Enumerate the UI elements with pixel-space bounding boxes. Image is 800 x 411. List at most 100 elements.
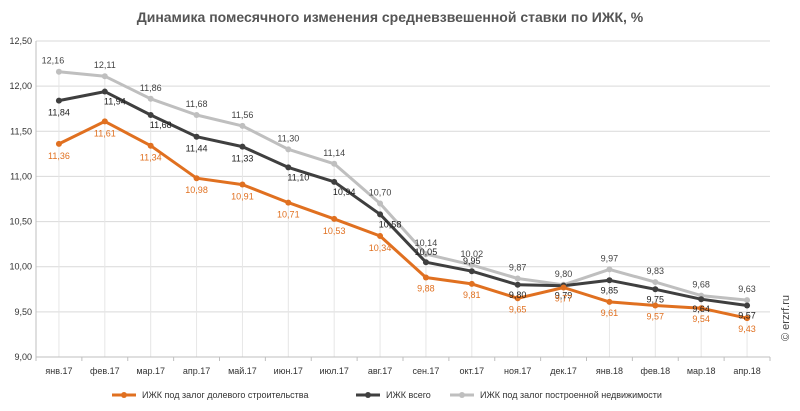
data-label: 9,63 [738, 284, 756, 294]
data-label: 11,61 [94, 128, 116, 138]
watermark: © erzrf.ru [780, 295, 792, 341]
grid [35, 40, 771, 361]
data-label: 11,10 [287, 172, 309, 182]
y-tick-label: 12,50 [9, 36, 32, 46]
data-point [331, 178, 338, 185]
data-point [744, 315, 751, 322]
data-point [606, 277, 613, 284]
data-label: 10,70 [369, 188, 392, 198]
legend-marker [365, 392, 371, 398]
data-label: 10,14 [415, 238, 438, 248]
data-label: 10,58 [379, 219, 402, 229]
data-label: 9,97 [601, 253, 619, 263]
data-label: 9,43 [738, 324, 756, 334]
data-point [55, 97, 62, 104]
data-point [193, 112, 200, 119]
data-label: 11,34 [140, 153, 162, 163]
x-tick-label: янв.18 [596, 366, 623, 376]
data-label: 9,68 [692, 280, 710, 290]
data-point [606, 298, 613, 305]
x-tick-label: янв.17 [45, 366, 72, 376]
data-point [560, 284, 567, 291]
data-label: 11,56 [232, 110, 254, 120]
data-label: 9,77 [555, 293, 573, 303]
data-point [422, 259, 429, 266]
series-line [57, 90, 749, 307]
y-tick-label: 10,00 [9, 262, 32, 272]
data-point [331, 160, 338, 167]
data-point [377, 211, 384, 218]
data-label: 11,68 [150, 120, 172, 130]
data-point [193, 175, 200, 182]
x-tick-label: апр.17 [183, 366, 210, 376]
data-label: 9,75 [647, 294, 665, 304]
x-tick-label: авг.17 [368, 366, 392, 376]
x-tick-label: фев.17 [90, 366, 120, 376]
data-point [101, 73, 108, 80]
data-label: 11,84 [48, 108, 70, 118]
legend-marker [121, 392, 127, 398]
data-label: 9,57 [738, 311, 756, 321]
legend-marker [459, 392, 465, 398]
data-point [468, 280, 475, 287]
data-label: 11,14 [323, 148, 345, 158]
data-point [285, 164, 292, 171]
data-point [698, 305, 705, 312]
data-label: 9,85 [601, 285, 619, 295]
data-label: 9,88 [417, 284, 435, 294]
data-label: 9,79 [555, 291, 573, 301]
data-label: 9,61 [601, 308, 619, 318]
data-point [147, 142, 154, 149]
data-label: 9,65 [509, 304, 527, 314]
data-point [101, 118, 108, 125]
chart-title: Динамика помесячного изменения средневзв… [137, 9, 644, 25]
legend-entry: ИЖК под залог долевого строительства [142, 390, 308, 400]
data-label: 9,57 [647, 312, 665, 322]
series-lines [57, 70, 749, 320]
x-tick-label: окт.17 [459, 366, 484, 376]
data-labels: 12,16 11,84 11,36 12,11 11,94 11,61 11,86 11,68… [42, 56, 756, 334]
data-label: 9,80 [555, 269, 573, 279]
x-tick-label: мар.18 [687, 366, 716, 376]
series-line [57, 70, 749, 302]
data-label: 12,16 [42, 56, 65, 66]
data-point [285, 146, 292, 153]
data-label: 10,71 [277, 210, 300, 220]
data-point [239, 122, 246, 129]
data-label: 9,81 [463, 290, 481, 300]
data-label: 11,30 [277, 133, 299, 143]
data-label: 11,36 [48, 151, 70, 161]
data-label: 10,98 [185, 185, 208, 195]
data-point [744, 297, 751, 304]
data-point [468, 261, 475, 268]
data-label: 9,83 [647, 266, 665, 276]
data-point [101, 88, 108, 95]
data-point [744, 302, 751, 309]
series-line [57, 119, 749, 320]
data-point [514, 295, 521, 302]
x-axis: янв.17 фев.17 мар.17 апр.17 май.17 июн.17 июл.… [45, 366, 760, 376]
data-point [514, 275, 521, 282]
data-point [606, 266, 613, 273]
data-label: 11,44 [186, 144, 208, 154]
x-tick-label: апр.18 [733, 366, 760, 376]
data-label: 9,64 [692, 304, 710, 314]
data-point [377, 233, 384, 240]
x-tick-label: дек.17 [550, 366, 577, 376]
data-label: 11,86 [140, 83, 162, 93]
x-tick-label: сен.17 [412, 366, 439, 376]
data-label: 9,80 [509, 290, 527, 300]
data-label: 10,02 [461, 249, 484, 259]
data-label: 10,91 [231, 192, 254, 202]
x-tick-label: июл.17 [320, 366, 349, 376]
data-point [193, 133, 200, 140]
data-point [285, 199, 292, 206]
x-tick-label: мар.17 [136, 366, 165, 376]
data-point [377, 200, 384, 207]
data-label: 10,05 [415, 247, 438, 257]
data-point [652, 286, 659, 293]
y-tick-label: 10,50 [9, 217, 32, 227]
legend-entry: ИЖК под залог построенной недвижимости [480, 390, 662, 400]
y-tick-label: 9,50 [14, 307, 32, 317]
data-label: 10,94 [333, 187, 356, 197]
